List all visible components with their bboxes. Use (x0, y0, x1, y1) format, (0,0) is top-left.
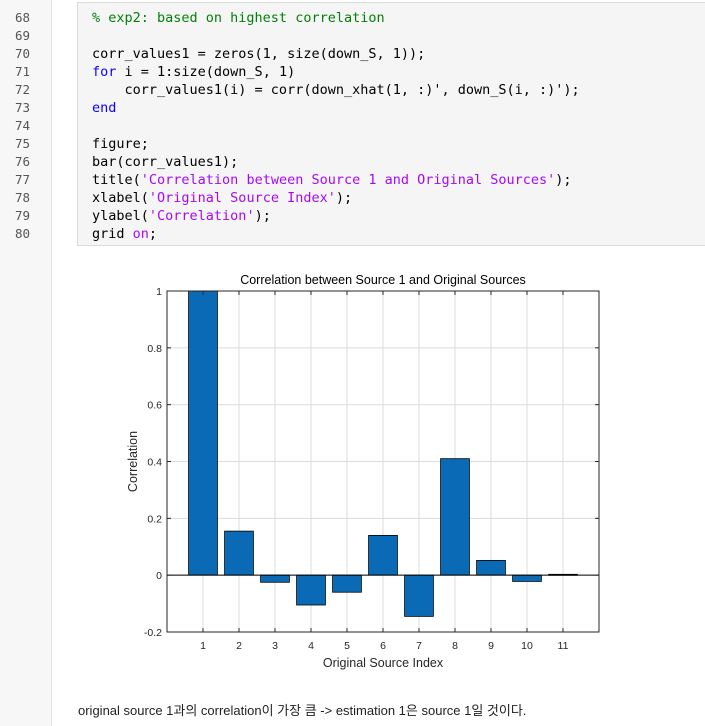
code-token: on (132, 226, 149, 242)
code-token: corr_values1(i) = corr(down_xhat(1, :)',… (92, 82, 580, 98)
y-tick-label: 0 (156, 570, 162, 582)
line-number-gutter: 68 69 70 71 72 73 74 75 76 77 78 79 80 (0, 0, 52, 726)
x-tick-label: 3 (272, 640, 278, 652)
code-token: title( (92, 172, 141, 188)
line-numbers: 68 69 70 71 72 73 74 75 76 77 78 79 80 (0, 9, 30, 243)
x-tick-label: 11 (558, 640, 569, 652)
code-token: corr_values1 = zeros(1, size(down_S, 1))… (92, 46, 426, 62)
code-line: xlabel('Original Source Index'); (92, 189, 580, 207)
y-tick-label: 1 (156, 286, 162, 298)
x-tick-label: 5 (344, 640, 350, 652)
code-line: end (92, 99, 580, 117)
line-number: 77 (14, 172, 30, 187)
bar (512, 574, 542, 582)
y-tick-label: 0.4 (147, 457, 162, 469)
line-number: 79 (14, 208, 30, 223)
code-line: title('Correlation between Source 1 and … (92, 171, 580, 189)
code-token: ylabel( (92, 208, 149, 224)
y-tick-label: 0.2 (147, 513, 162, 525)
bar (260, 574, 290, 583)
code-token: bar(corr_values1); (92, 154, 239, 170)
bar (440, 458, 470, 576)
code-token: % exp2: based on highest correlation (92, 10, 385, 26)
bar (404, 574, 434, 617)
x-tick-label: 1 (200, 640, 206, 652)
line-number: 73 (14, 100, 30, 115)
code-line (92, 27, 580, 45)
x-tick-label: 10 (521, 640, 533, 652)
bar-chart: -0.200.20.40.60.811 2 3 4 5 6 7 8 9 10 11Correlati… (126, 273, 600, 670)
code-token: grid (92, 226, 133, 242)
code-token: end (92, 100, 117, 116)
x-tick-label: 7 (416, 640, 422, 652)
line-number: 76 (14, 154, 30, 169)
y-tick-label: -0.2 (144, 627, 162, 639)
code-line (92, 117, 580, 135)
line-number: 70 (14, 46, 30, 61)
bar (476, 559, 506, 576)
code-token: 'Correlation between Source 1 and Origin… (140, 172, 556, 188)
y-axis-label: Correlation (126, 431, 140, 492)
code-token: i = 1:size(down_S, 1) (116, 64, 296, 80)
code-line: ylabel('Correlation'); (92, 207, 580, 225)
code-token: ); (555, 172, 572, 188)
code-token: 'Correlation' (148, 208, 255, 224)
y-tick-label: 0.6 (147, 400, 162, 412)
x-tick-label: 8 (452, 640, 458, 652)
code-editor[interactable]: % exp2: based on highest correlation corr… (92, 9, 580, 243)
x-tick-label: 2 (236, 640, 242, 652)
code-line: % exp2: based on highest correlation (92, 9, 580, 27)
code-token: figure; (92, 136, 149, 152)
line-number: 74 (14, 118, 30, 133)
code-line: bar(corr_values1); (92, 153, 580, 171)
code-token: ); (254, 208, 271, 224)
code-token: 'Original Source Index' (148, 190, 336, 206)
figure-output: -0.2 0 0.2 0.4 0.6 0.8 1 1 2 3 4 5 6 7 8 9 10 11 Correlati… (52, 255, 705, 685)
code-line: figure; (92, 135, 580, 153)
line-number: 75 (14, 136, 30, 151)
code-token: xlabel( (92, 190, 149, 206)
code-line: corr_values1(i) = corr(down_xhat(1, :)',… (92, 81, 580, 99)
bar (188, 290, 218, 576)
line-number: 69 (14, 28, 30, 43)
code-token: ); (335, 190, 353, 206)
line-number: 72 (14, 82, 30, 97)
code-line: grid on; (92, 225, 580, 243)
code-token: for (92, 64, 117, 80)
bar (296, 574, 326, 606)
bar (368, 534, 398, 576)
bar (224, 530, 254, 576)
x-tick-label: 4 (308, 640, 314, 652)
x-axis-label: Original Source Index (323, 656, 444, 670)
x-tick-label: 6 (380, 640, 386, 652)
chart-title: Correlation between Source 1 and Origina… (240, 273, 526, 287)
bar (332, 574, 362, 593)
line-number: 71 (14, 64, 30, 79)
code-line: for i = 1:size(down_S, 1) (92, 63, 580, 81)
x-tick-label: 9 (488, 640, 494, 652)
line-number: 78 (14, 190, 30, 205)
code-token: ; (148, 226, 158, 242)
line-number: 68 (14, 10, 30, 25)
y-tick-label: 0.8 (147, 343, 162, 355)
code-cell[interactable]: % exp2: based on highest correlation corr… (77, 2, 705, 246)
code-line: corr_values1 = zeros(1, size(down_S, 1))… (92, 45, 580, 63)
line-number: 80 (14, 226, 30, 241)
markdown-note: original source 1과의 correlation이 가장 큼 ->… (78, 703, 527, 718)
